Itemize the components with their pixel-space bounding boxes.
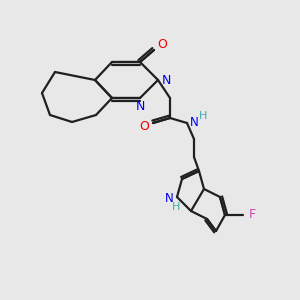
Text: H: H (172, 202, 180, 212)
Text: F: F (248, 208, 256, 221)
Text: O: O (157, 38, 167, 52)
Text: N: N (135, 100, 145, 113)
Text: N: N (190, 116, 198, 128)
Text: H: H (199, 111, 207, 121)
Text: O: O (139, 119, 149, 133)
Text: N: N (165, 193, 173, 206)
Text: N: N (161, 74, 171, 86)
